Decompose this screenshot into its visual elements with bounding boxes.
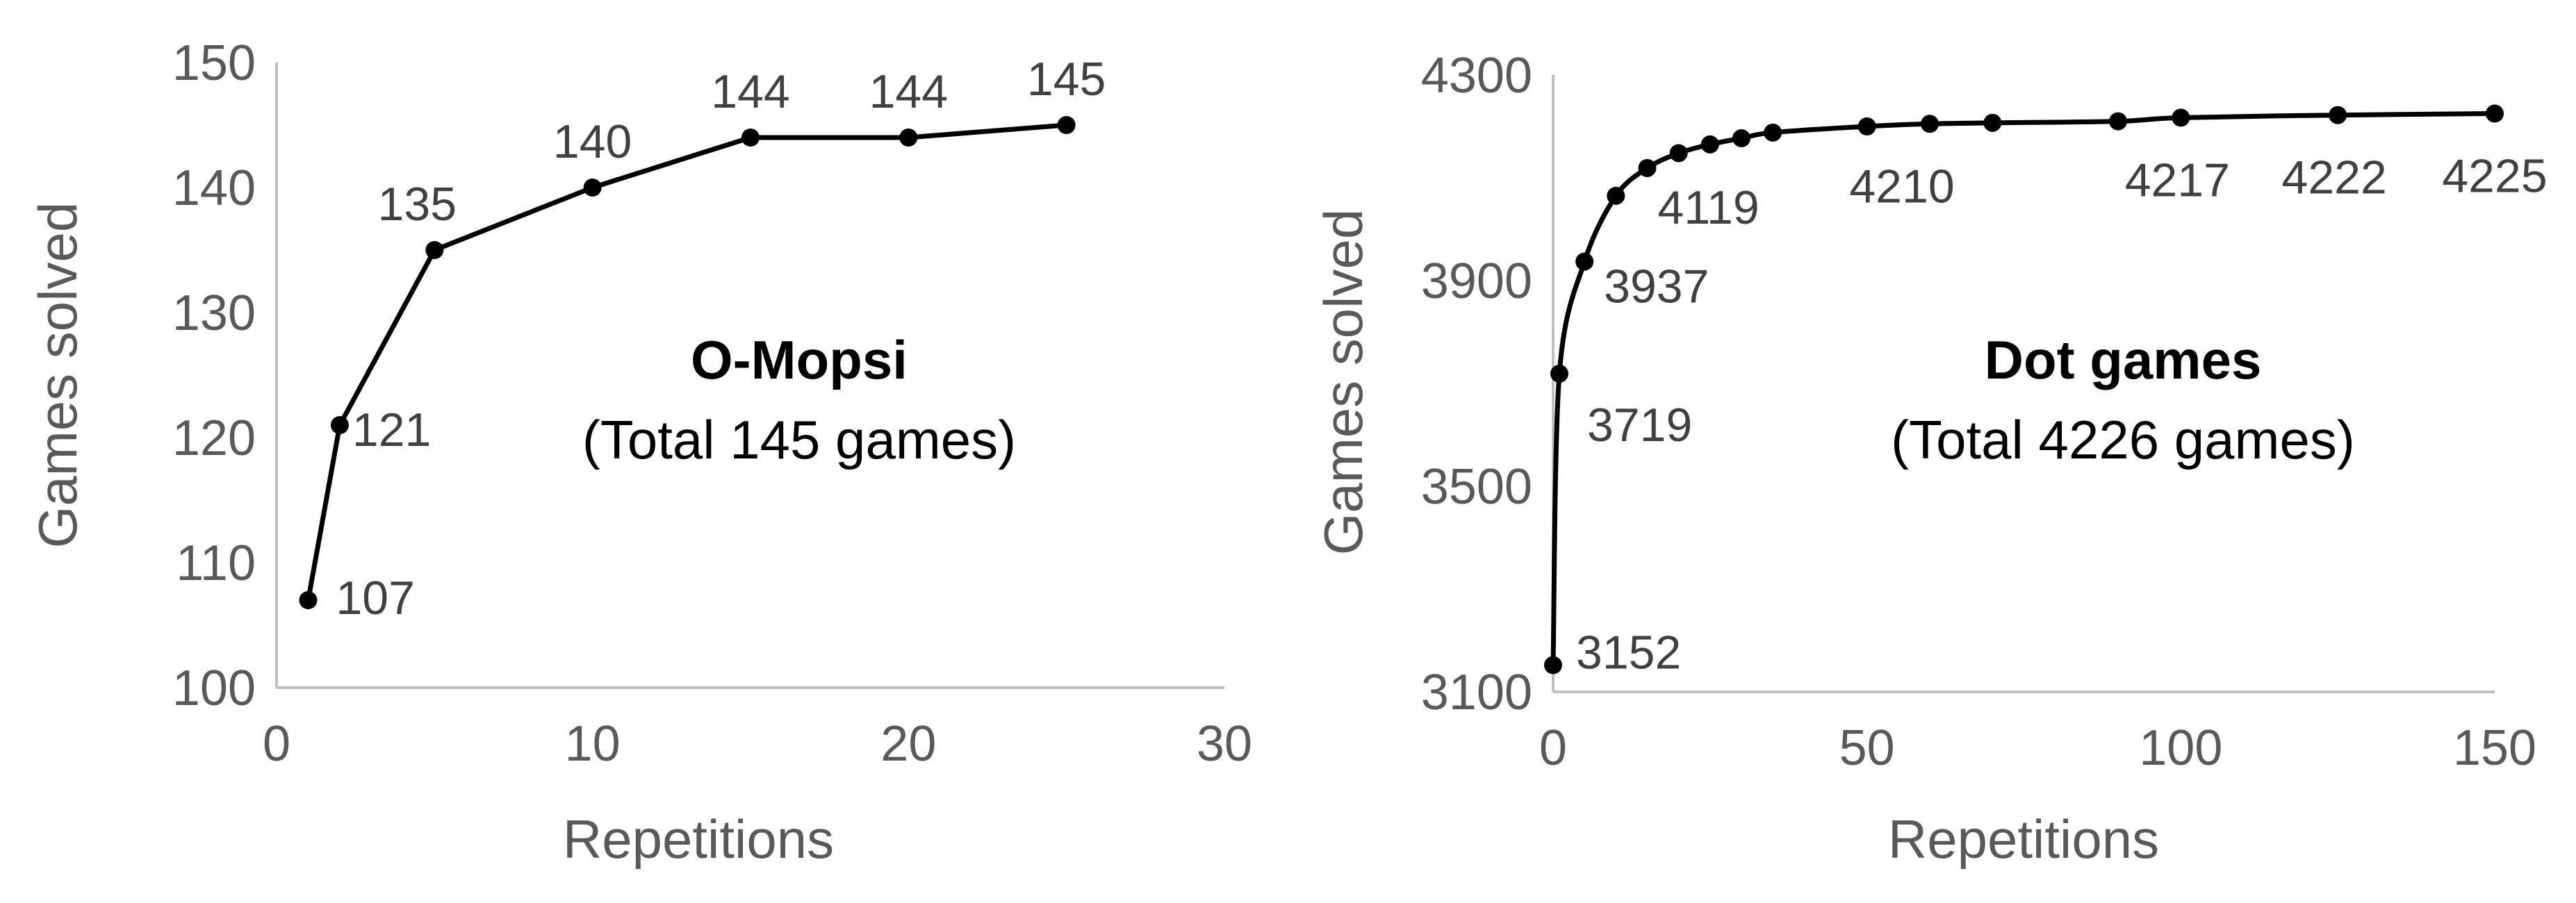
y-tick-label: 3500 — [1421, 459, 1532, 515]
y-tick-label: 140 — [172, 160, 256, 216]
data-point — [2486, 104, 2504, 123]
x-tick-label: 50 — [1839, 720, 1895, 776]
data-point — [583, 179, 602, 197]
y-tick-label: 3100 — [1421, 665, 1532, 720]
annotation-subtitle: (Total 4226 games) — [1891, 409, 2355, 470]
data-label: 140 — [553, 115, 632, 168]
annotation-subtitle: (Total 145 games) — [582, 409, 1016, 470]
data-label: 3152 — [1576, 627, 1681, 679]
chart-dot-games: 3100 3500 3900 4300 0 50 100 150 Games solved Rep… — [1313, 48, 2548, 870]
y-tick-label: 100 — [172, 661, 256, 716]
data-label: 4222 — [2282, 151, 2387, 204]
y-tick-label: 4300 — [1421, 48, 1532, 103]
data-point — [1550, 364, 1569, 383]
data-point — [330, 416, 349, 434]
y-axis-title: Games solved — [27, 202, 88, 549]
data-point — [425, 241, 444, 259]
x-tick-label: 100 — [2139, 720, 2222, 776]
data-point — [2172, 108, 2190, 127]
data-point — [1669, 144, 1688, 163]
x-axis-title: Repetitions — [1888, 809, 2159, 870]
data-label: 145 — [1027, 53, 1106, 106]
data-label: 4217 — [2125, 154, 2230, 206]
data-label: 121 — [352, 404, 431, 456]
y-tick-label: 110 — [176, 536, 256, 591]
data-point — [2109, 112, 2127, 131]
data-point — [299, 591, 318, 609]
data-label: 135 — [378, 178, 457, 231]
data-label: 144 — [869, 65, 948, 118]
data-point — [1638, 158, 1657, 177]
data-point — [1057, 116, 1076, 134]
data-point — [899, 129, 918, 147]
data-point — [2329, 106, 2347, 124]
data-label: 4225 — [2442, 150, 2547, 203]
x-tick-label: 10 — [565, 716, 621, 772]
data-point — [1857, 117, 1876, 135]
data-point — [1921, 115, 1939, 133]
data-point — [1607, 186, 1625, 205]
data-point — [1544, 656, 1562, 674]
y-tick-label: 130 — [172, 285, 256, 341]
annotation-title: Dot games — [1985, 329, 2262, 390]
data-point — [1732, 129, 1750, 148]
data-label: 3937 — [1604, 260, 1709, 313]
data-label: 4119 — [1658, 181, 1759, 234]
x-tick-label: 30 — [1197, 716, 1252, 772]
x-tick-label: 20 — [880, 716, 936, 772]
data-point — [1983, 113, 2002, 132]
x-tick-label: 0 — [263, 716, 290, 772]
annotation-title: O-Mopsi — [691, 329, 908, 390]
data-label: 107 — [336, 572, 414, 624]
data-label: 144 — [711, 65, 789, 118]
data-label: 3719 — [1587, 399, 1692, 452]
x-axis-title: Repetitions — [563, 809, 834, 870]
data-point — [1700, 135, 1719, 154]
data-point — [741, 129, 760, 147]
data-point — [1575, 252, 1594, 271]
x-tick-label: 0 — [1539, 720, 1567, 776]
y-axis-title: Games solved — [1313, 209, 1374, 556]
y-tick-label: 3900 — [1421, 254, 1532, 309]
y-tick-label: 120 — [172, 411, 256, 466]
chart-o-mopsi: 100 110 120 130 140 150 0 10 20 30 Games solved Rep… — [27, 35, 1252, 870]
y-tick-label: 150 — [172, 35, 256, 91]
x-tick-label: 150 — [2453, 720, 2536, 776]
data-point — [1764, 123, 1782, 142]
data-label: 4210 — [1849, 160, 1954, 213]
